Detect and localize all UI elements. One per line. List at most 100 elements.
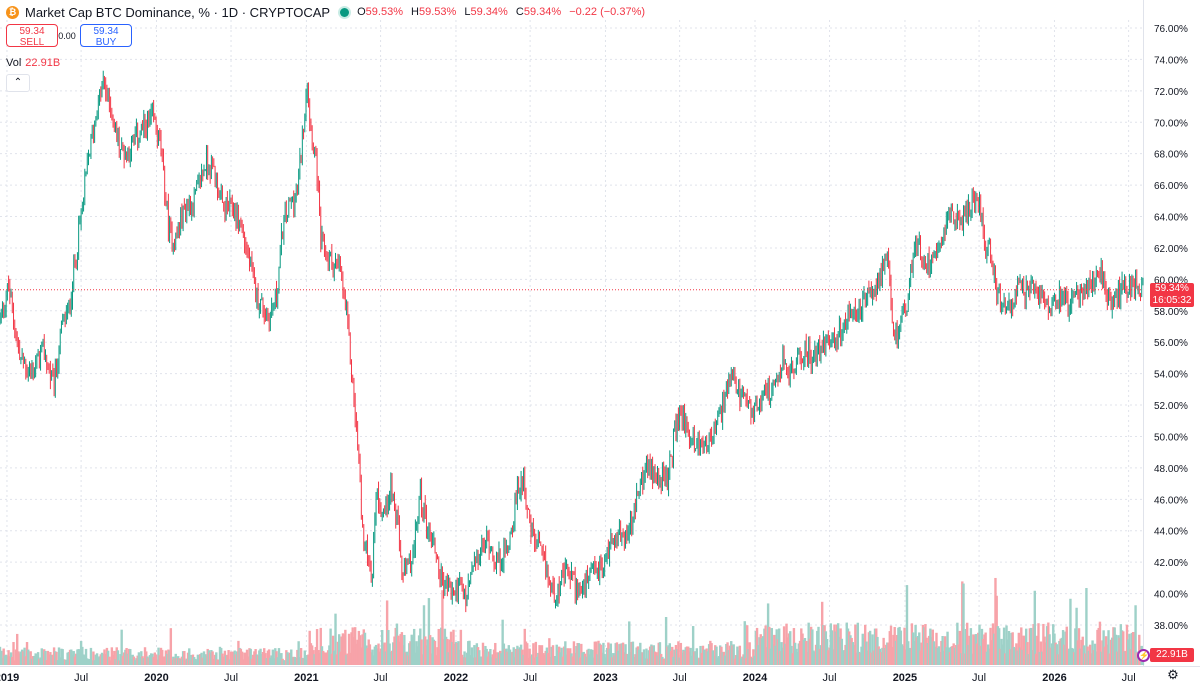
volume-bar: [63, 659, 67, 665]
volume-bar: [668, 643, 671, 665]
volume-bar: [613, 655, 616, 665]
volume-bar: [988, 648, 991, 665]
volume-bar: [1085, 587, 1088, 665]
volume-bar: [1021, 649, 1024, 665]
volume-bar: [675, 649, 679, 665]
volume-bar: [419, 628, 422, 665]
volume-bar: [494, 642, 497, 665]
volume-bar: [548, 638, 551, 665]
volume-bar: [38, 658, 41, 665]
volume-bar: [1044, 642, 1048, 665]
volume-bar: [43, 649, 46, 665]
volume-bar: [188, 648, 191, 665]
volume-bar: [191, 654, 195, 665]
x-tick-label: Jul: [74, 672, 88, 684]
volume-bar: [335, 654, 338, 665]
volume-bar: [523, 628, 526, 665]
volume-bar: [1001, 644, 1005, 665]
volume-bar: [469, 655, 472, 665]
volume-bar: [426, 639, 429, 665]
volume-bar: [694, 651, 697, 665]
volume-bar: [619, 643, 622, 665]
volume-bar: [1134, 605, 1137, 665]
sell-button[interactable]: 59.34 SELL: [6, 24, 58, 48]
volume-bar: [159, 647, 163, 665]
volume-bar: [806, 652, 809, 665]
volume-bar: [722, 651, 726, 665]
volume-bar: [473, 645, 476, 665]
volume-bar: [845, 622, 848, 665]
volume-bar: [943, 636, 947, 665]
volume-bar: [972, 634, 975, 665]
volume-bar: [742, 654, 745, 665]
volume-bar: [41, 652, 45, 665]
volume-bar: [728, 645, 732, 665]
volume-bar: [361, 634, 364, 665]
volume-bar: [206, 648, 209, 665]
symbol-title[interactable]: Market Cap BTC Dominance, % · 1D · CRYPT…: [25, 4, 331, 20]
volume-bar: [400, 632, 404, 665]
chevron-up-icon[interactable]: ⌃: [6, 74, 30, 92]
volume-bar: [807, 622, 810, 665]
volume-bar: [797, 643, 801, 665]
volume-bar: [867, 632, 871, 665]
volume-bar: [468, 640, 471, 665]
volume-bar: [399, 634, 402, 665]
volume-bar: [1131, 632, 1135, 665]
volume-bar: [843, 650, 846, 665]
volume-bar: [822, 625, 825, 665]
volume-bar: [323, 652, 326, 665]
volume-bar: [977, 632, 980, 665]
volume-bar: [731, 645, 734, 665]
volume-bar: [1096, 629, 1099, 665]
volume-bar: [352, 637, 356, 665]
volume-bar: [387, 630, 390, 665]
volume-bar: [1055, 644, 1059, 665]
volume-bar: [857, 651, 861, 665]
volume-bar: [1064, 631, 1067, 665]
volume-bar: [750, 657, 754, 665]
volume-bar: [513, 657, 517, 665]
volume-bar: [1045, 626, 1049, 665]
volume-bar: [2, 648, 5, 665]
volume-bar: [299, 648, 303, 665]
volume-bar: [137, 652, 141, 665]
volume-bar: [545, 647, 549, 665]
volume-bar: [255, 654, 259, 665]
volume-bar: [254, 649, 257, 665]
volume-bar: [836, 623, 840, 665]
volume-bar: [158, 655, 161, 665]
volume-bar: [569, 648, 572, 665]
volume-bar: [367, 639, 370, 665]
volume-bar: [83, 655, 86, 665]
volume-bar: [1018, 647, 1022, 665]
volume-bar: [227, 650, 230, 665]
volume-bar: [565, 654, 568, 665]
buy-button[interactable]: 59.34 BUY: [80, 24, 132, 48]
volume-bar: [396, 635, 400, 665]
volume-bar: [528, 648, 531, 665]
volume-bar: [50, 654, 53, 665]
lightning-icon[interactable]: ⚡: [1137, 649, 1150, 662]
volume-bar: [914, 624, 917, 665]
volume-bar: [100, 652, 104, 665]
volume-bar: [474, 657, 477, 665]
volume-bar: [1072, 652, 1076, 665]
volume-bar: [782, 626, 786, 665]
volume-bar: [700, 652, 703, 665]
volume-bars: [0, 577, 1145, 665]
volume-bar: [331, 635, 335, 665]
gear-icon[interactable]: ⚙: [1167, 667, 1179, 682]
volume-bar: [1115, 651, 1119, 665]
volume-bar: [244, 652, 247, 665]
volume-bar: [372, 655, 375, 665]
volume-bar: [120, 629, 123, 665]
volume-bar: [1028, 628, 1032, 665]
volume-bar: [1090, 653, 1093, 665]
volume-bar: [691, 626, 695, 665]
volume-bar: [169, 628, 173, 665]
volume-bar: [231, 651, 234, 665]
volume-bar: [690, 655, 694, 665]
volume-bar: [1097, 627, 1100, 665]
